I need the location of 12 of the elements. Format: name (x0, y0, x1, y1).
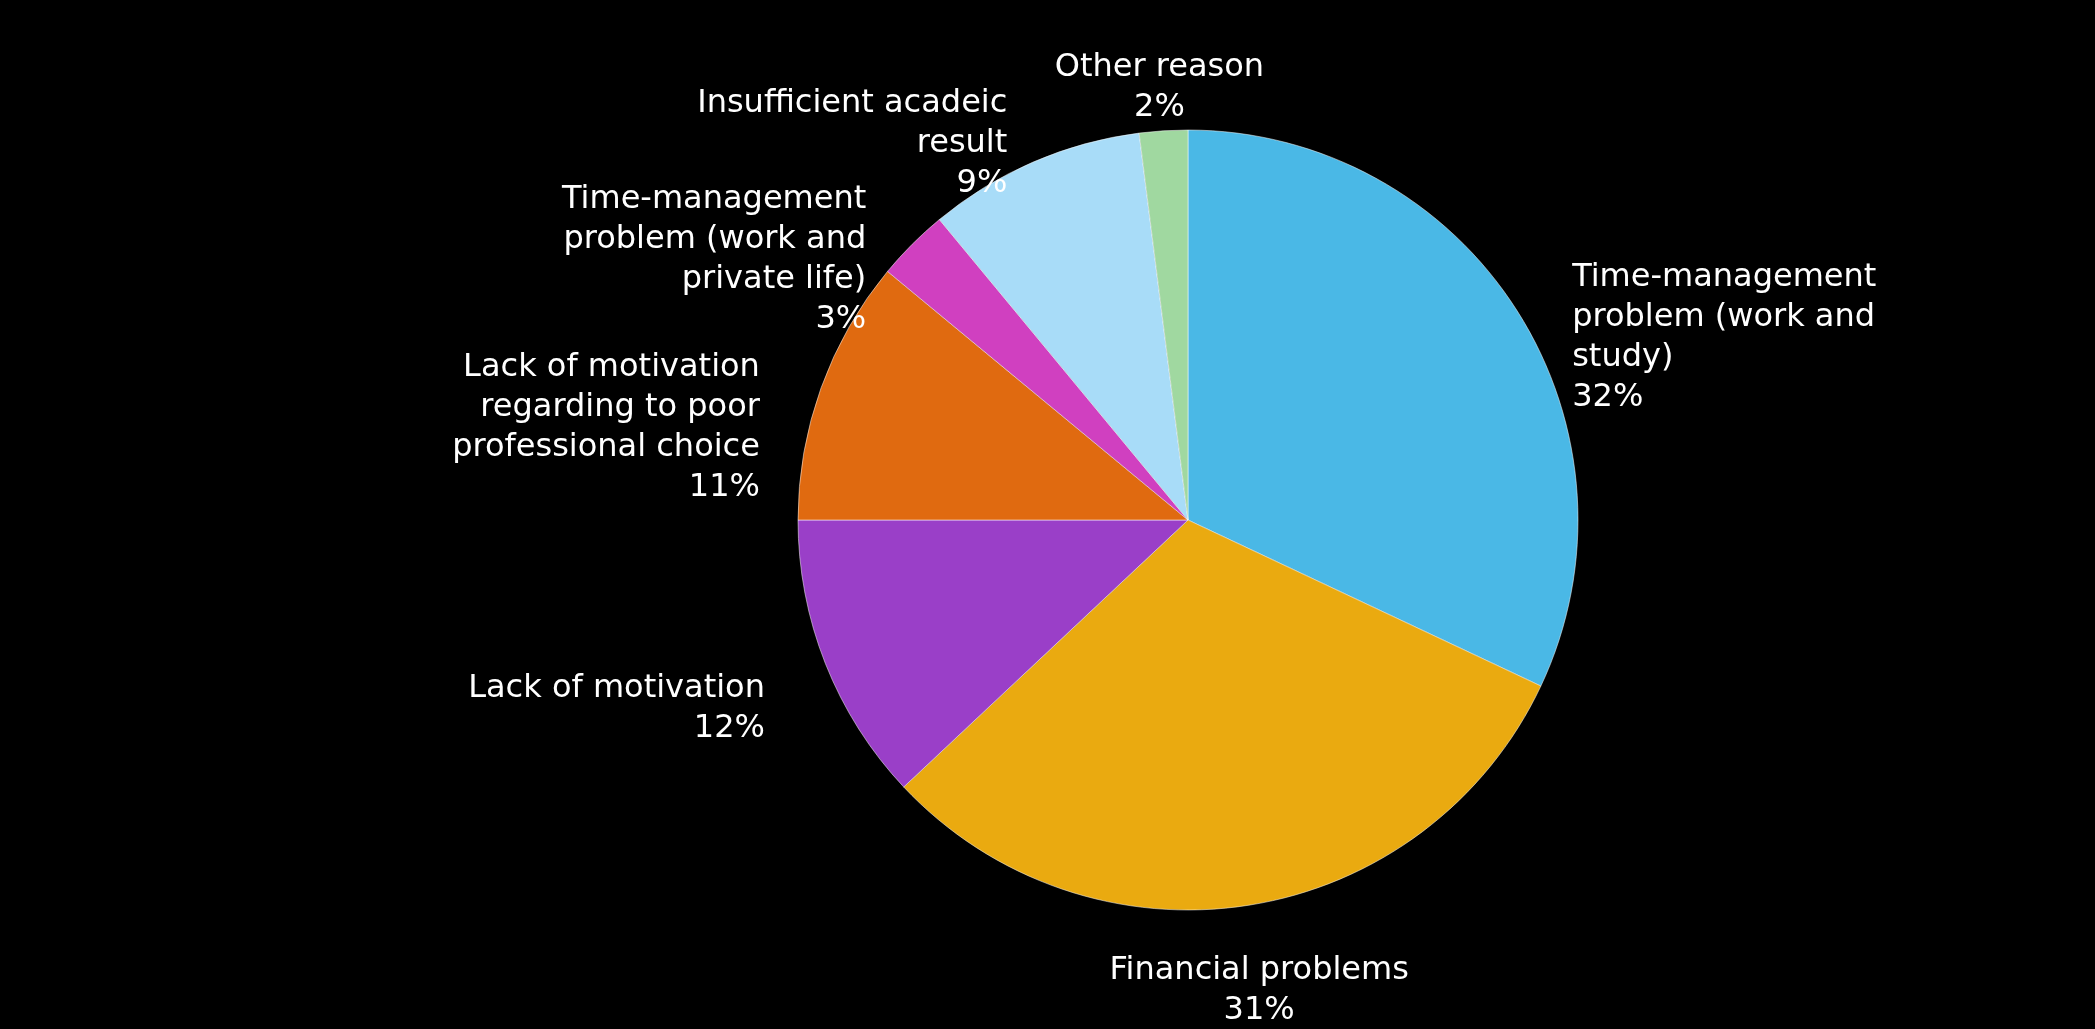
data-label: 31% (1223, 989, 1295, 1028)
slice-label: Lack of motivation regarding to poor professional choice (452, 345, 761, 464)
slice-label: Other reason (1054, 45, 1265, 84)
data-label: 32% (1572, 376, 1644, 415)
slice-label: Time-management problem (work and private life) (561, 178, 867, 297)
data-label: 12% (693, 707, 765, 746)
slice-label: Insufficient acadeic result (697, 82, 1008, 161)
slice-label: Time-management problem (work and study) (1571, 256, 1877, 375)
slice-label: Lack of motivation (468, 667, 765, 706)
data-label: 11% (688, 465, 760, 504)
data-label: 2% (1134, 85, 1185, 124)
slice-label: Financial problems (1109, 949, 1409, 988)
